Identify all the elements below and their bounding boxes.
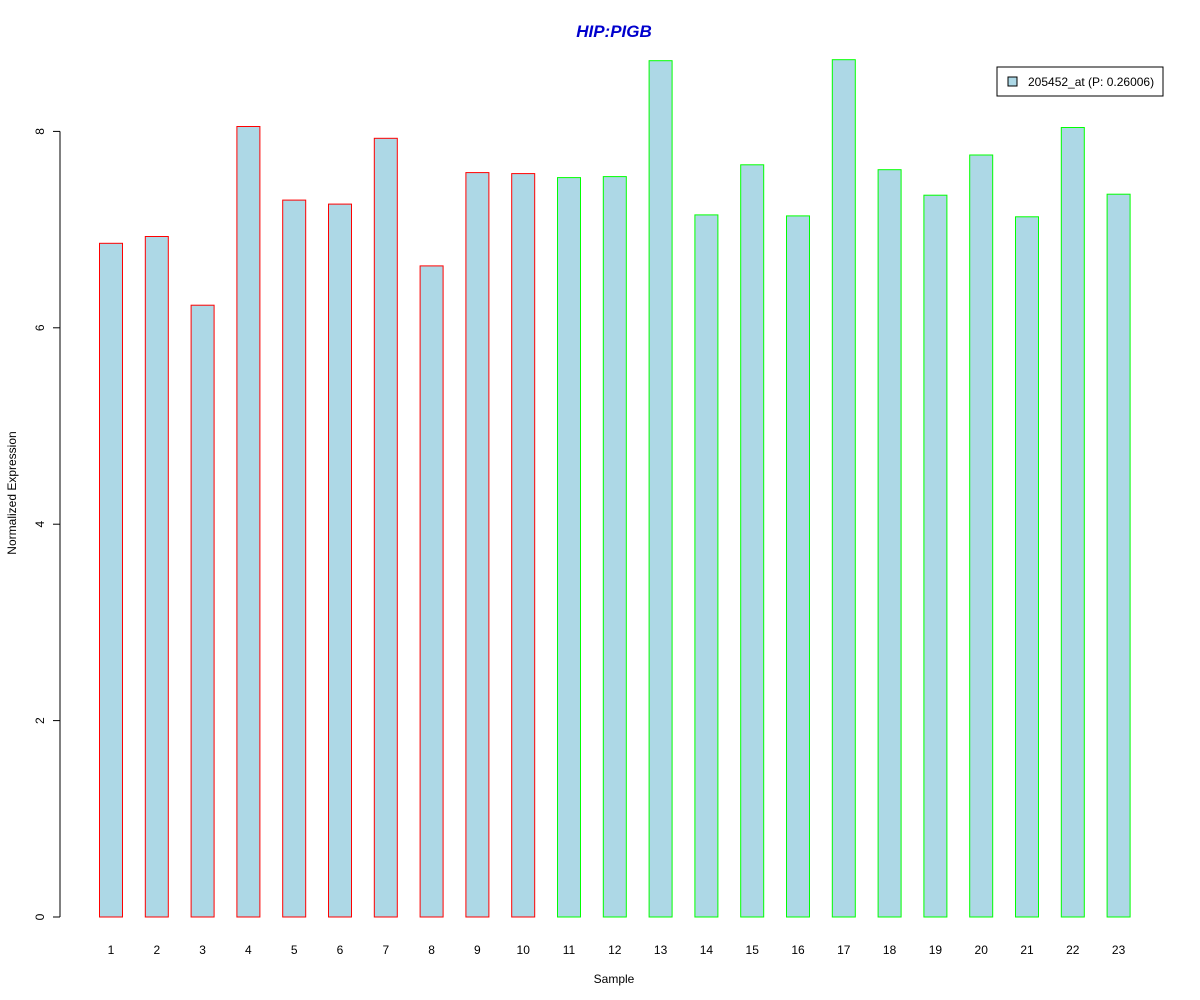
x-tick-labels: 1 2 3 4 5 6 7 8 9 10 11 12 13 14 15 16 17 18 19 20 21 22 23 <box>108 943 1126 957</box>
chart-title: HIP:PIGB <box>576 22 652 41</box>
x-tick-label: 19 <box>929 943 943 957</box>
bar-sample-13 <box>648 60 673 918</box>
x-tick-label: 18 <box>883 943 897 957</box>
y-tick-label: 8 <box>33 128 47 135</box>
x-tick-label: 14 <box>700 943 714 957</box>
bar-sample-16 <box>786 215 810 918</box>
x-tick-label: 16 <box>791 943 805 957</box>
x-tick-label: 17 <box>837 943 851 957</box>
x-tick-label: 4 <box>245 943 252 957</box>
x-tick-label: 23 <box>1112 943 1126 957</box>
y-axis-label: Normalized Expression <box>5 431 19 554</box>
x-tick-label: 10 <box>517 943 531 957</box>
x-tick-label: 6 <box>337 943 344 957</box>
x-tick-label: 9 <box>474 943 481 957</box>
bar-sample-3 <box>190 304 215 918</box>
bar-sample-19 <box>923 194 948 918</box>
x-tick-label: 12 <box>608 943 622 957</box>
legend-entry-label: 205452_at (P: 0.26006) <box>1028 75 1154 89</box>
y-tick-label: 0 <box>33 913 47 920</box>
bar-sample-15 <box>740 164 765 918</box>
bar-sample-20 <box>969 154 994 918</box>
bar-sample-17 <box>831 59 856 918</box>
x-axis-label: Sample <box>594 972 635 986</box>
y-tick-label: 4 <box>33 521 47 528</box>
bar-sample-10 <box>511 173 536 918</box>
x-tick-label: 3 <box>199 943 206 957</box>
y-tick-label: 2 <box>33 717 47 724</box>
x-tick-label: 2 <box>153 943 160 957</box>
bar-sample-8 <box>419 265 444 918</box>
bar-sample-6 <box>328 203 352 918</box>
x-tick-label: 5 <box>291 943 298 957</box>
legend: 205452_at (P: 0.26006) <box>996 66 1164 97</box>
x-tick-label: 22 <box>1066 943 1080 957</box>
bar-sample-1 <box>99 242 123 918</box>
x-tick-label: 21 <box>1020 943 1034 957</box>
bars-group <box>99 59 1131 918</box>
y-axis: 0 2 4 6 8 <box>33 128 61 920</box>
x-tick-label: 15 <box>746 943 760 957</box>
bar-sample-18 <box>877 169 902 918</box>
x-tick-label: 20 <box>975 943 989 957</box>
bar-sample-23 <box>1106 193 1131 918</box>
bar-sample-7 <box>373 137 398 918</box>
legend-swatch <box>1007 76 1018 87</box>
bar-sample-14 <box>694 214 719 918</box>
x-tick-label: 1 <box>108 943 115 957</box>
bar-sample-9 <box>465 172 490 918</box>
bar-sample-2 <box>144 236 169 918</box>
x-tick-label: 7 <box>382 943 389 957</box>
bar-sample-21 <box>1015 216 1039 918</box>
legend-box <box>996 66 1164 97</box>
y-tick-label: 6 <box>33 324 47 331</box>
bar-sample-12 <box>602 176 627 918</box>
x-tick-label: 8 <box>428 943 435 957</box>
bar-sample-22 <box>1060 127 1085 918</box>
bar-sample-11 <box>557 177 581 918</box>
bar-sample-4 <box>236 126 261 918</box>
x-tick-label: 13 <box>654 943 668 957</box>
bar-sample-5 <box>282 199 307 918</box>
x-tick-label: 11 <box>563 943 576 957</box>
